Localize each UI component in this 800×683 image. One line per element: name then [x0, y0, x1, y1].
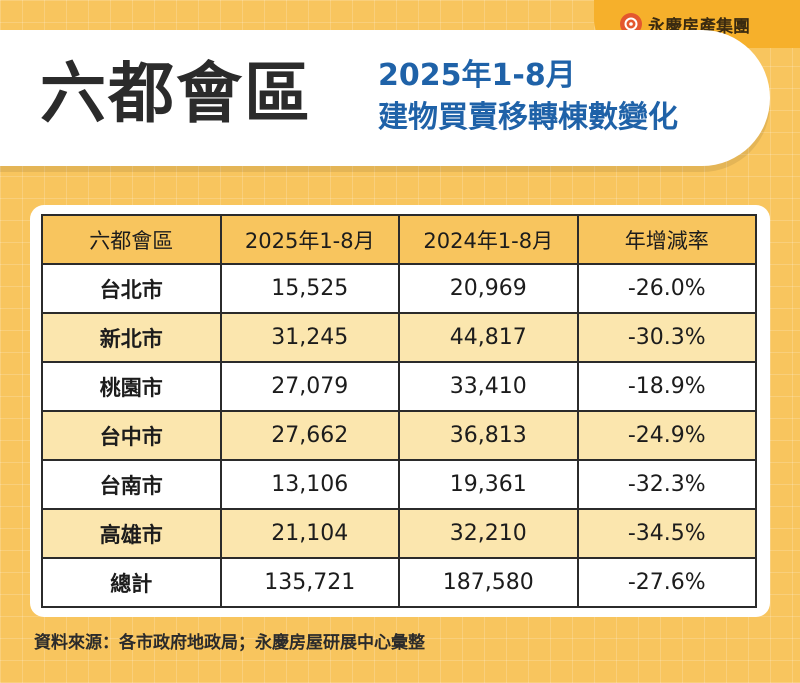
table-header-row: 六都會區 2025年1-8月 2024年1-8月 年增減率	[41, 214, 757, 265]
value-2025-cell: 31,245	[219, 312, 400, 363]
value-2025-cell: 15,525	[219, 263, 400, 314]
value-2025-cell: 27,079	[219, 361, 400, 412]
source-note: 資料來源：各市政府地政局；永慶房屋研展中心彙整	[34, 633, 425, 653]
yoy-cell: -18.9%	[576, 361, 757, 412]
city-cell: 台北市	[41, 263, 222, 314]
total-2024-cell: 187,580	[398, 557, 579, 608]
city-cell: 台中市	[41, 410, 222, 461]
table-row: 台中市 27,662 36,813 -24.9%	[41, 410, 757, 461]
total-2025-cell: 135,721	[219, 557, 400, 608]
value-2024-cell: 32,210	[398, 508, 579, 559]
city-cell: 台南市	[41, 459, 222, 510]
yoy-cell: -34.5%	[576, 508, 757, 559]
subtitle-topic: 建物買賣移轉棟數變化	[378, 100, 678, 135]
value-2024-cell: 33,410	[398, 361, 579, 412]
total-yoy-cell: -27.6%	[576, 557, 757, 608]
column-header-yoy: 年增減率	[576, 214, 757, 265]
table-row: 台南市 13,106 19,361 -32.3%	[41, 459, 757, 510]
column-header-2025: 2025年1-8月	[219, 214, 400, 265]
table-panel: 六都會區 2025年1-8月 2024年1-8月 年增減率 台北市 15,525…	[30, 205, 770, 617]
column-header-city: 六都會區	[41, 214, 222, 265]
city-cell: 桃園市	[41, 361, 222, 412]
value-2025-cell: 21,104	[219, 508, 400, 559]
column-header-2024: 2024年1-8月	[398, 214, 579, 265]
city-cell: 新北市	[41, 312, 222, 363]
value-2024-cell: 19,361	[398, 459, 579, 510]
yoy-cell: -30.3%	[576, 312, 757, 363]
value-2025-cell: 27,662	[219, 410, 400, 461]
yoy-cell: -26.0%	[576, 263, 757, 314]
table-row: 新北市 31,245 44,817 -30.3%	[41, 312, 757, 363]
value-2025-cell: 13,106	[219, 459, 400, 510]
yongqing-logo-icon	[620, 13, 642, 35]
table-row: 桃園市 27,079 33,410 -18.9%	[41, 361, 757, 412]
subtitle-period: 2025年1-8月	[378, 58, 576, 93]
header-banner	[0, 30, 770, 166]
table-total-row: 總計 135,721 187,580 -27.6%	[41, 557, 757, 608]
city-cell: 高雄市	[41, 508, 222, 559]
data-table: 六都會區 2025年1-8月 2024年1-8月 年增減率 台北市 15,525…	[41, 214, 757, 608]
value-2024-cell: 20,969	[398, 263, 579, 314]
table-row: 台北市 15,525 20,969 -26.0%	[41, 263, 757, 314]
yoy-cell: -32.3%	[576, 459, 757, 510]
table-row: 高雄市 21,104 32,210 -34.5%	[41, 508, 757, 559]
value-2024-cell: 36,813	[398, 410, 579, 461]
value-2024-cell: 44,817	[398, 312, 579, 363]
subtitle: 2025年1-8月 建物買賣移轉棟數變化	[378, 58, 738, 138]
yoy-cell: -24.9%	[576, 410, 757, 461]
page-title: 六都會區	[40, 55, 312, 132]
total-label-cell: 總計	[41, 557, 222, 608]
